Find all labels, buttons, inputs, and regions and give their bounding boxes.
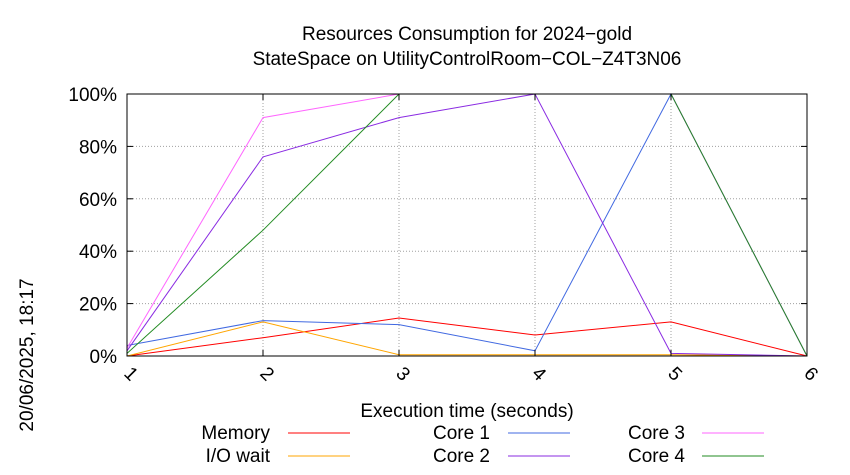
x-tick-label: 1 (119, 363, 141, 385)
tick-layer: 0% 20% 40% 60% 80% 100% 1 2 3 4 5 6 (68, 85, 821, 386)
x-tick-label: 6 (799, 363, 821, 385)
series-line-i-o-wait (126, 321, 808, 357)
legend-label-memory: Memory (201, 423, 270, 444)
y-tick-label: 100% (68, 85, 117, 106)
legend-label-core-1: Core 1 (433, 423, 490, 444)
y-tick-label: 0% (90, 347, 118, 368)
legend-label-i-o-wait: I/O wait (206, 446, 271, 467)
chart-title-line-2: StateSpace on UtilityControlRoom−COL−Z4T… (253, 49, 682, 70)
series-line-core-3 (126, 93, 808, 357)
grid-layer (127, 94, 807, 356)
y-tick-label: 20% (79, 295, 117, 316)
legend-label-core-4: Core 4 (628, 446, 685, 467)
x-tick-label: 3 (391, 363, 413, 385)
y-tick-label: 80% (79, 137, 117, 158)
series-line-core-4 (126, 93, 808, 357)
y-tick-label: 40% (79, 242, 117, 263)
x-axis-label: Execution time (seconds) (360, 401, 573, 422)
timestamp-label: 20/06/2025, 18:17 (17, 278, 38, 431)
series-layer (126, 92, 808, 357)
legend-label-core-3: Core 3 (628, 423, 685, 444)
legend-label-core-2: Core 2 (433, 446, 490, 467)
series-line-memory (126, 317, 808, 357)
series-line-core-1 (126, 92, 808, 357)
series-line-core-2 (126, 93, 808, 357)
y-tick-label: 60% (79, 190, 117, 211)
x-tick-label: 2 (255, 363, 277, 385)
chart-title-line-1: Resources Consumption for 2024−gold (302, 24, 632, 45)
x-tick-label: 4 (527, 363, 550, 386)
plot-frame (126, 93, 808, 357)
x-tick-label: 5 (663, 363, 685, 385)
